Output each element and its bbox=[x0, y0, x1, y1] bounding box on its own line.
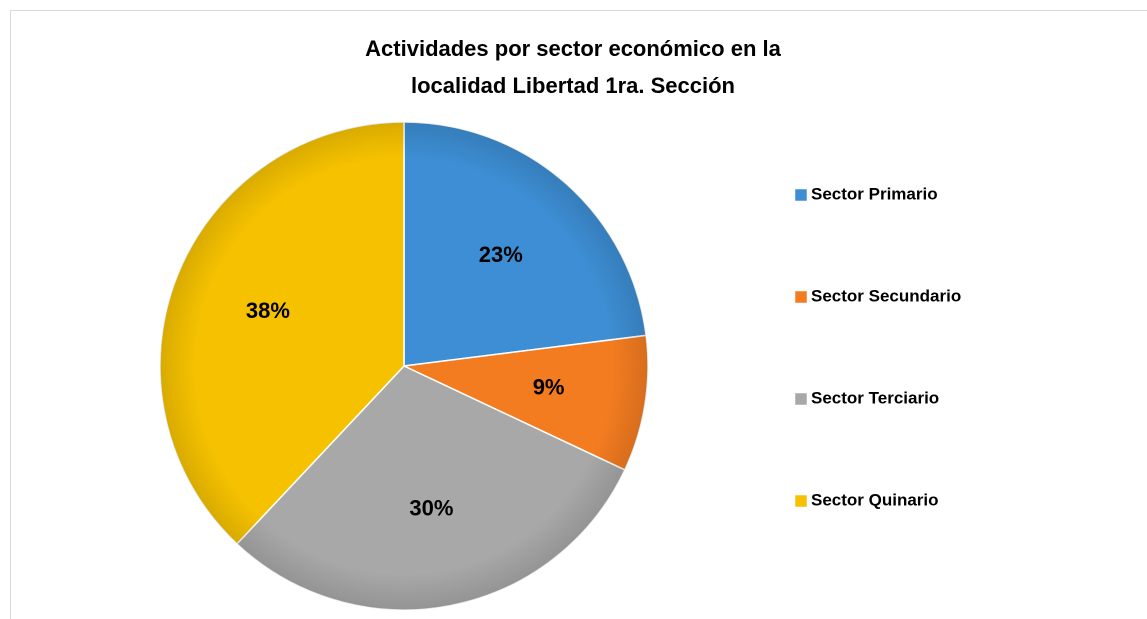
data-label: 23% bbox=[479, 242, 523, 267]
legend-swatch bbox=[794, 494, 808, 508]
legend-swatch bbox=[794, 392, 808, 406]
data-label: 9% bbox=[533, 375, 565, 400]
legend-label: Sector Primario bbox=[811, 184, 938, 203]
legend-label: Sector Quinario bbox=[811, 490, 939, 509]
data-label: 30% bbox=[409, 496, 453, 521]
legend-label: Sector Terciario bbox=[811, 388, 939, 407]
legend-label: Sector Secundario bbox=[811, 286, 961, 305]
chart-title: Actividades por sector económico en la bbox=[365, 36, 781, 61]
chart-title: localidad Libertad 1ra. Sección bbox=[411, 73, 735, 98]
data-label: 38% bbox=[246, 298, 290, 323]
legend-swatch bbox=[794, 188, 808, 202]
legend-swatch bbox=[794, 290, 808, 304]
